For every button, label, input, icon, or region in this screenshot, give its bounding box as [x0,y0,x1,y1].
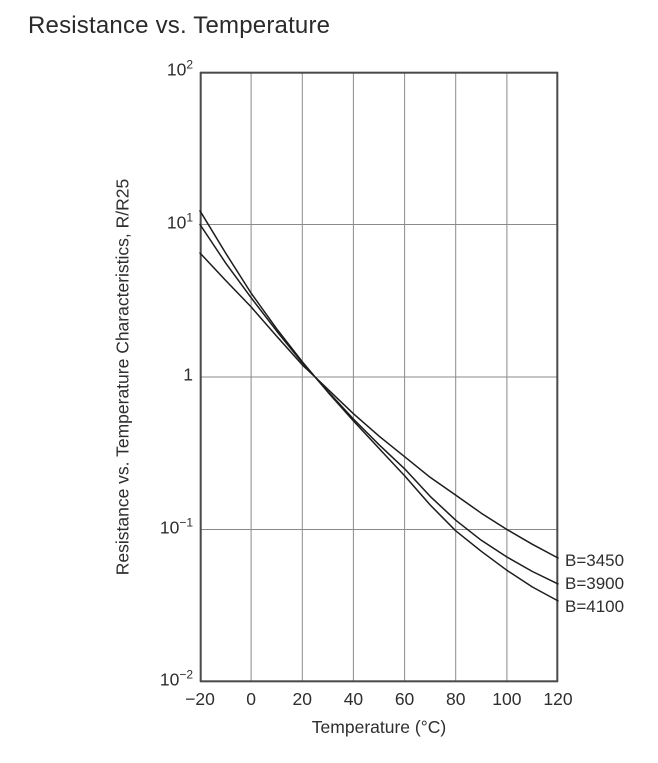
curve-B=3900 [199,223,559,585]
x-tick-label: 100 [492,689,522,709]
x-axis-title: Temperature (°C) [311,717,447,737]
y-tick-label: 10−2 [159,667,193,690]
x-tick-label: 20 [292,689,313,709]
curve-B=4100 [199,210,559,602]
x-tick-label: 120 [543,689,573,709]
curve-B=3450 [199,252,559,559]
y-tick-label: 101 [166,210,193,232]
x-tick-label: 80 [445,689,466,709]
plot-frame [200,72,558,682]
plot-svg [199,71,559,683]
x-tick-label: −20 [185,689,215,709]
x-tick-label: 0 [246,689,257,709]
y-axis-title: Resistance vs. Temperature Characteristi… [112,178,133,576]
curve-label-B=3900: B=3900 [565,574,625,593]
y-tick-label: 102 [166,57,193,80]
curve-label-B=3450: B=3450 [565,551,625,570]
curve-label-B=4100: B=4100 [565,597,625,616]
x-tick-label: 60 [394,689,415,709]
x-tick-label: 40 [343,689,364,709]
y-tick-label: 1 [183,364,193,385]
y-tick-label: 10−1 [159,515,193,537]
chart-title: Resistance vs. Temperature [28,12,331,39]
